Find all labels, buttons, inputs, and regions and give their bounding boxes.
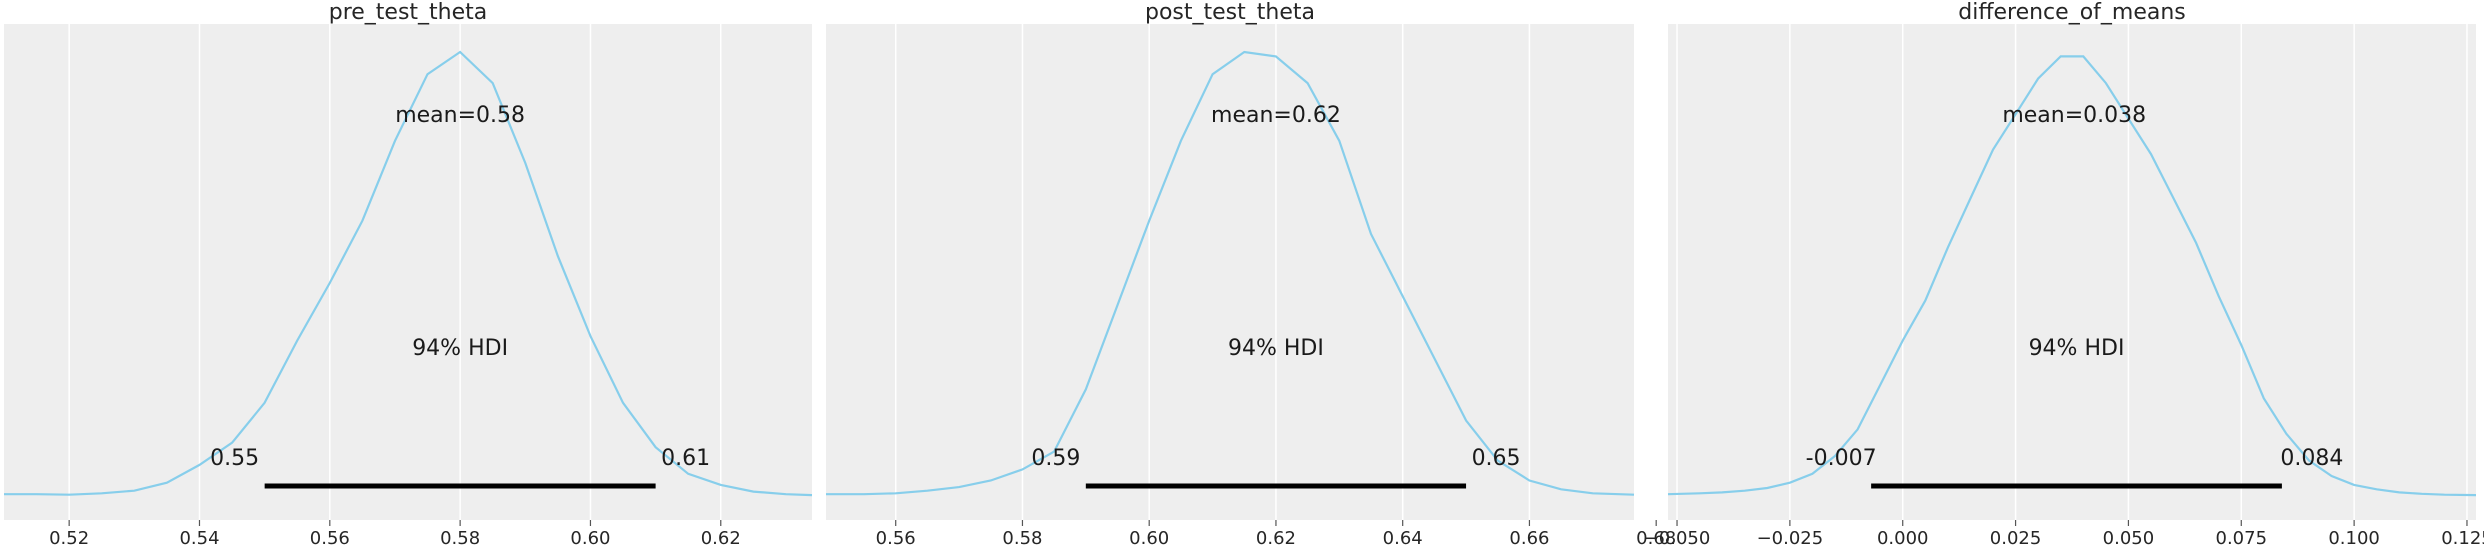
x-tick-label: −0.050 <box>1644 528 1711 549</box>
plot-area <box>4 24 812 520</box>
hdi-label: 94% HDI <box>412 336 508 361</box>
hdi-label: 94% HDI <box>2029 336 2125 361</box>
x-tick-label: 0.000 <box>1877 528 1929 549</box>
x-tick-label: 0.60 <box>570 528 610 549</box>
x-tick-label: 0.125 <box>2441 528 2484 549</box>
plot-area <box>1668 24 2476 520</box>
mean-label: mean=0.038 <box>2002 103 2146 128</box>
x-tick-label: −0.025 <box>1757 528 1824 549</box>
hdi-lower-label: 0.59 <box>1031 446 1080 471</box>
chart-title: difference_of_means <box>1958 0 2186 25</box>
x-tick-label: 0.58 <box>1002 528 1042 549</box>
x-tick-label: 0.100 <box>2328 528 2380 549</box>
hdi-lower-label: 0.55 <box>210 446 259 471</box>
x-tick-label: 0.54 <box>179 528 219 549</box>
chart-panel-1: 0.52 0.54 0.56 0.58 0.60 0.62 0.55 0.61 mean=0.5… <box>4 0 813 549</box>
hdi-upper-label: 0.61 <box>661 446 710 471</box>
x-tick-label: 0.60 <box>1129 528 1169 549</box>
hdi-lower-label: -0.007 <box>1806 446 1877 471</box>
x-tick-label: 0.62 <box>701 528 741 549</box>
x-tick-label: 0.68 <box>1636 528 1676 549</box>
hdi-upper-label: 0.084 <box>2280 446 2343 471</box>
x-tick-label: 0.075 <box>2216 528 2268 549</box>
x-tick-label: 0.58 <box>440 528 480 549</box>
x-tick-label: 0.62 <box>1256 528 1296 549</box>
mean-label: mean=0.58 <box>395 103 525 128</box>
chart-title: pre_test_theta <box>329 0 488 25</box>
chart-panel-2: 0.56 0.58 0.60 0.62 0.64 0.66 0.68 0.59 0.65 mean… <box>826 0 1676 549</box>
chart-title: post_test_theta <box>1145 0 1315 25</box>
x-tick-label: 0.050 <box>2103 528 2155 549</box>
mean-label: mean=0.62 <box>1211 103 1341 128</box>
density-curve <box>826 50 1635 496</box>
density-curve <box>4 50 813 497</box>
x-tick-label: 0.64 <box>1383 528 1423 549</box>
x-tick-label: 0.56 <box>876 528 916 549</box>
hdi-label: 94% HDI <box>1228 336 1324 361</box>
density-curve <box>1667 55 2477 497</box>
plot-area <box>826 24 1634 520</box>
x-tick-label: 0.025 <box>1990 528 2042 549</box>
chart-panel-3: −0.050 −0.025 0.000 0.025 0.050 0.075 0.100 0.1… <box>1644 0 2484 549</box>
x-tick-label: 0.66 <box>1509 528 1549 549</box>
hdi-upper-label: 0.65 <box>1472 446 1521 471</box>
x-tick-label: 0.56 <box>310 528 350 549</box>
x-tick-label: 0.52 <box>49 528 89 549</box>
